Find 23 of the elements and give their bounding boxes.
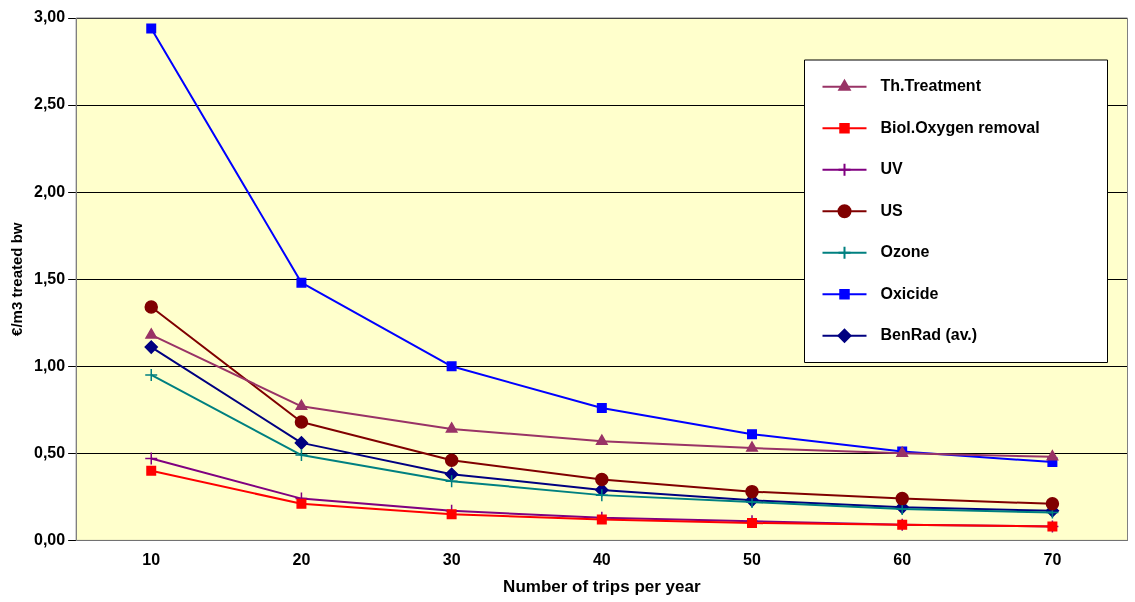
x-tick-label: 60 <box>893 551 912 569</box>
legend-label: Th.Treatment <box>880 77 982 95</box>
x-tick-label: 20 <box>292 551 311 569</box>
legend-label: BenRad (av.) <box>880 326 978 344</box>
x-tick-label: 70 <box>1043 551 1062 569</box>
legend-label: US <box>880 201 904 219</box>
y-tick-label: 1,00 <box>34 356 66 374</box>
y-tick-label: 0,50 <box>34 443 66 461</box>
legend-label: Ozone <box>880 243 930 261</box>
x-tick-label: 30 <box>442 551 461 569</box>
x-axis-title: Number of trips per year <box>503 577 701 597</box>
legend-label: UV <box>880 160 904 178</box>
y-axis-title: €/m3 treated bw <box>8 222 26 336</box>
legend-label: Oxicide <box>880 284 939 302</box>
x-tick-label: 50 <box>743 551 762 569</box>
x-tick-label: 10 <box>142 551 161 569</box>
y-tick-label: 0,00 <box>34 530 66 548</box>
y-tick-label: 1,50 <box>34 269 66 287</box>
x-tick-label: 40 <box>592 551 611 569</box>
y-tick-label: 2,50 <box>34 95 66 113</box>
y-tick-label: 2,00 <box>34 182 66 200</box>
legend-label: Biol.Oxygen removal <box>880 118 1040 136</box>
y-tick-label: 3,00 <box>34 8 66 26</box>
